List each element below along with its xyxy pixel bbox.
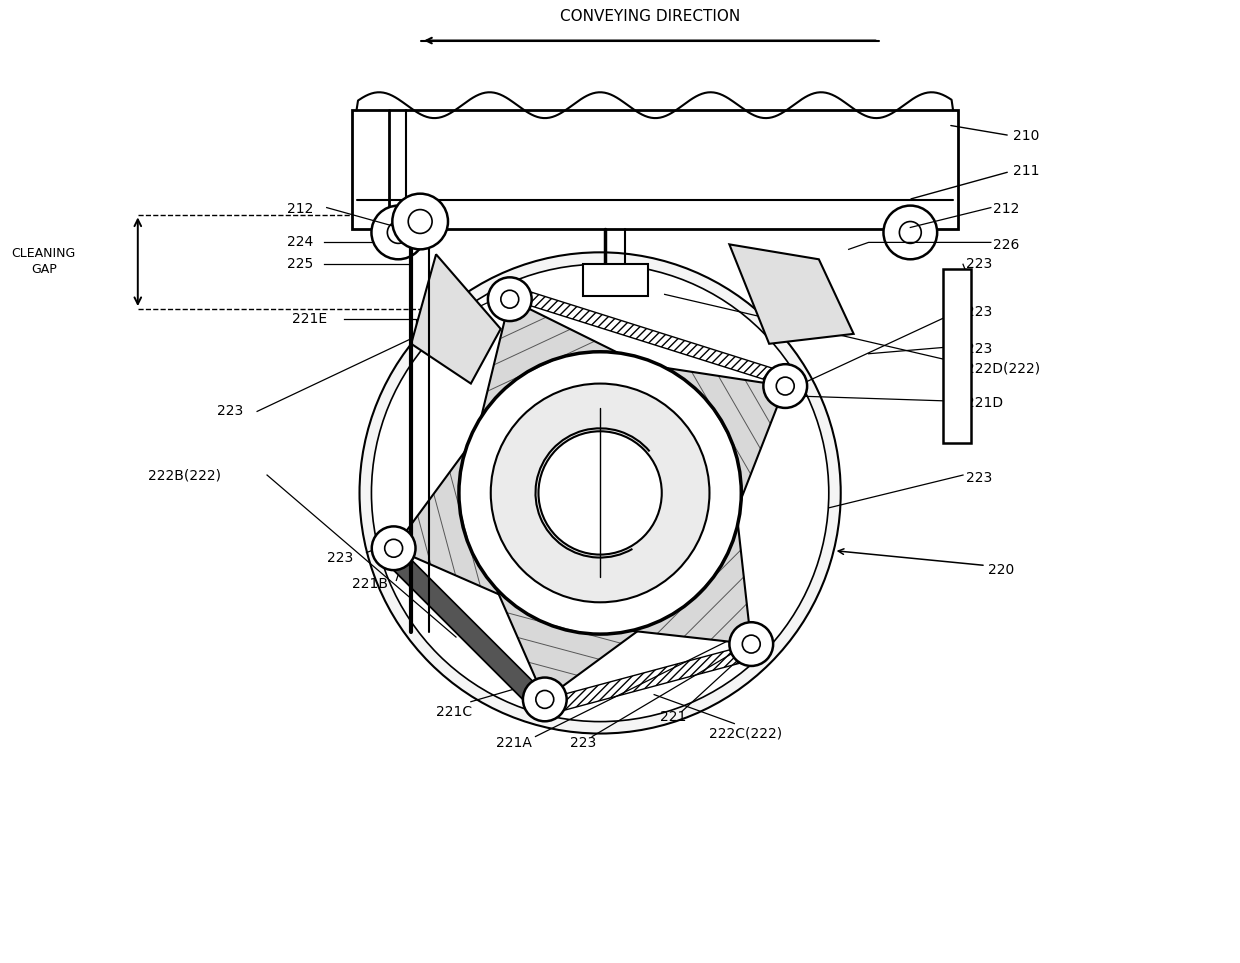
- Text: 222C(222): 222C(222): [709, 726, 782, 741]
- Circle shape: [538, 431, 662, 555]
- Bar: [352, 110, 959, 229]
- Text: 223: 223: [966, 342, 992, 355]
- Text: 221: 221: [660, 710, 686, 723]
- Circle shape: [523, 678, 567, 721]
- Text: 223: 223: [966, 471, 992, 485]
- Text: 224: 224: [286, 235, 314, 249]
- Circle shape: [729, 622, 773, 666]
- Polygon shape: [651, 366, 785, 512]
- Text: 223: 223: [966, 257, 992, 272]
- Polygon shape: [412, 254, 501, 383]
- Bar: [944, 270, 971, 443]
- Circle shape: [883, 206, 937, 259]
- Polygon shape: [491, 576, 653, 699]
- Circle shape: [459, 351, 742, 634]
- Circle shape: [764, 364, 807, 408]
- Polygon shape: [729, 245, 853, 344]
- Text: 221C: 221C: [436, 705, 472, 718]
- Text: 220: 220: [988, 563, 1014, 578]
- Text: 221D: 221D: [966, 397, 1003, 410]
- Circle shape: [491, 383, 709, 602]
- Polygon shape: [616, 509, 751, 644]
- Text: 225: 225: [286, 257, 314, 272]
- Text: 221B: 221B: [352, 578, 388, 591]
- Circle shape: [372, 527, 415, 570]
- Polygon shape: [377, 547, 546, 716]
- Text: 223: 223: [966, 305, 992, 319]
- Text: CLEANING
GAP: CLEANING GAP: [11, 247, 76, 276]
- Text: 212: 212: [993, 201, 1019, 216]
- Text: 211: 211: [911, 164, 1039, 199]
- Text: 223: 223: [326, 551, 353, 564]
- Text: 221A: 221A: [496, 737, 532, 750]
- Bar: [583, 264, 647, 296]
- Circle shape: [372, 264, 828, 721]
- Circle shape: [360, 252, 841, 734]
- Text: 222B(222): 222B(222): [148, 468, 221, 482]
- Circle shape: [392, 194, 448, 249]
- Circle shape: [372, 206, 425, 259]
- Text: 223: 223: [570, 737, 596, 750]
- Text: 212: 212: [286, 201, 314, 216]
- Text: 210: 210: [951, 125, 1039, 143]
- Text: CONVEYING DIRECTION: CONVEYING DIRECTION: [559, 9, 740, 24]
- Text: 221E: 221E: [291, 312, 327, 325]
- Text: 223: 223: [217, 404, 243, 418]
- Polygon shape: [393, 439, 517, 603]
- Polygon shape: [477, 299, 631, 430]
- Text: 222D(222): 222D(222): [966, 362, 1040, 376]
- Text: 226: 226: [993, 239, 1019, 252]
- Circle shape: [487, 277, 532, 321]
